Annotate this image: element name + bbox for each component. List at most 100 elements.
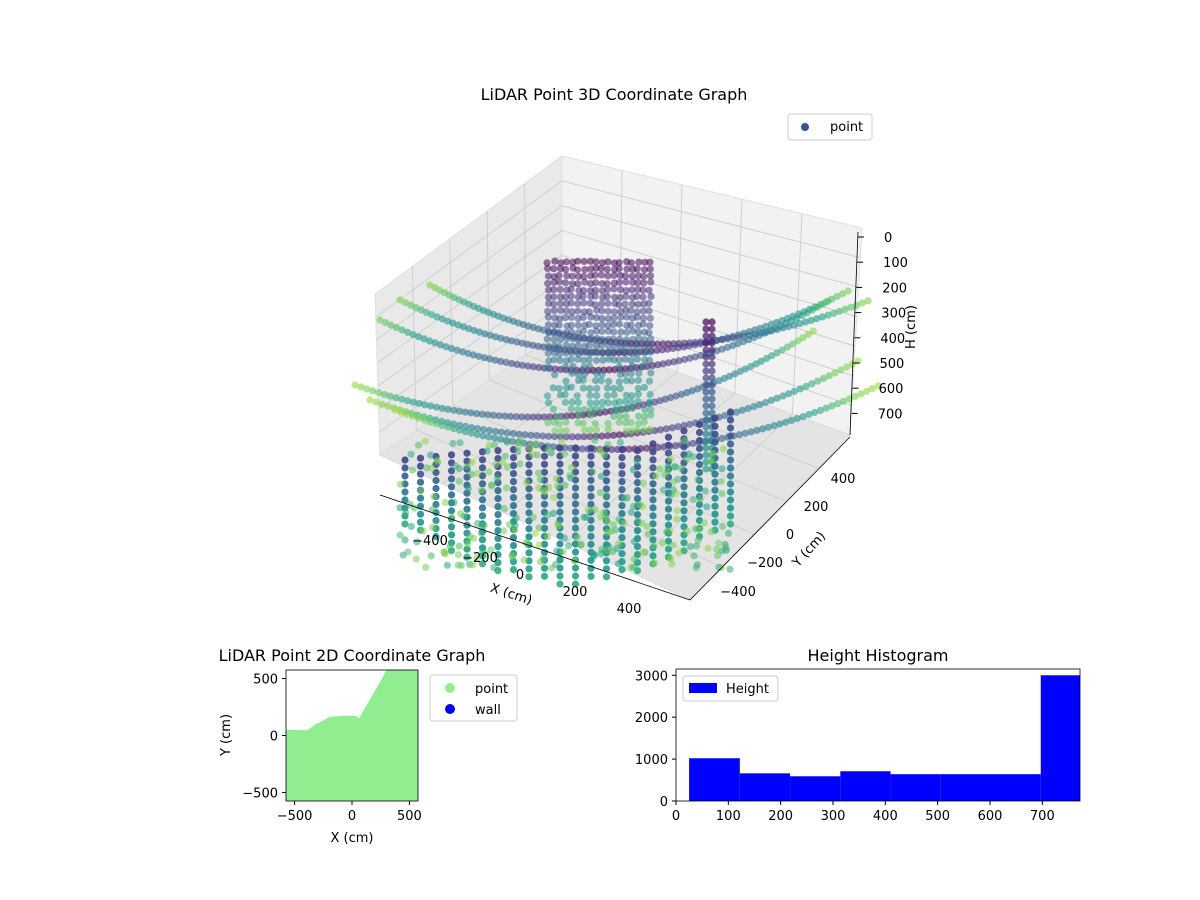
point-3d <box>467 470 475 478</box>
point-3d <box>857 390 865 398</box>
point-3d <box>575 336 583 344</box>
histogram-frame <box>675 668 1081 802</box>
point-3d <box>574 321 582 329</box>
point-3d <box>495 412 503 420</box>
point-3d <box>490 564 498 572</box>
point-3d <box>540 540 549 548</box>
point-3d <box>366 396 374 404</box>
point-3d <box>702 346 710 354</box>
point-3d <box>640 426 648 434</box>
point-3d <box>492 460 500 468</box>
point-3d <box>681 355 689 364</box>
point-3d <box>645 299 653 307</box>
point-3d <box>540 460 549 468</box>
point-3d <box>550 278 558 286</box>
point-3d <box>706 456 715 465</box>
point-3d <box>719 445 727 453</box>
point-3d <box>692 542 701 550</box>
point-3d <box>552 560 560 569</box>
point-3d <box>799 334 807 342</box>
point-3d <box>579 376 587 384</box>
point-3d <box>822 404 830 412</box>
point-3d <box>734 340 742 348</box>
z-tick-label: 100 <box>883 256 908 271</box>
point-3d <box>581 426 589 434</box>
point-3d <box>604 327 613 335</box>
point-3d <box>568 349 576 357</box>
point-3d <box>469 561 477 569</box>
point-3d <box>672 442 680 450</box>
point-3d <box>773 394 781 402</box>
point-3d <box>525 573 533 581</box>
point-3d <box>740 332 748 340</box>
point-3d <box>683 527 691 535</box>
histogram-bar <box>689 758 740 801</box>
point-3d <box>702 353 710 361</box>
point-3d <box>647 278 655 286</box>
point-cloud-3d <box>351 257 882 588</box>
point-3d <box>444 423 452 431</box>
point-3d <box>616 438 624 446</box>
point-3d <box>635 420 643 428</box>
point-3d <box>525 461 533 469</box>
point-3d <box>587 329 595 337</box>
point-3d <box>830 309 838 317</box>
point-3d <box>697 338 705 346</box>
point-3d <box>449 319 457 327</box>
point-3d <box>635 258 643 266</box>
point-3d <box>428 506 436 514</box>
point-3d <box>711 414 719 422</box>
point-3d <box>704 544 712 552</box>
point-3d <box>622 292 630 300</box>
point-3d <box>641 406 649 414</box>
point-3d <box>441 498 449 507</box>
x-tick-label: 200 <box>563 585 588 600</box>
point-3d <box>646 425 654 433</box>
z-axis-line-3d <box>849 231 859 436</box>
point-3d <box>556 460 564 468</box>
point-3d <box>802 382 810 390</box>
point-3d <box>778 316 786 325</box>
point-3d <box>816 406 825 414</box>
legend-3d: point <box>787 113 873 141</box>
point-3d <box>574 280 582 288</box>
point-3d <box>807 316 815 324</box>
point-3d <box>784 314 792 322</box>
point-3d <box>603 265 611 273</box>
point-3d <box>702 416 710 424</box>
point-3d <box>641 412 649 421</box>
point-3d <box>469 351 477 359</box>
point-3d <box>711 518 719 526</box>
point-3d <box>785 323 793 331</box>
title-2d: LiDAR Point 2D Coordinate Graph <box>219 646 486 665</box>
point-3d <box>620 519 628 527</box>
point-3d <box>735 431 744 439</box>
point-3d <box>604 307 612 315</box>
point-3d <box>598 307 606 315</box>
point-3d <box>695 428 704 437</box>
point-3d <box>702 332 710 340</box>
point-3d <box>592 376 600 385</box>
point-3d <box>680 539 688 547</box>
point-3d <box>639 286 647 294</box>
point-3d <box>708 318 716 326</box>
point-3d <box>580 363 588 371</box>
point-3d <box>479 432 487 440</box>
point-3d <box>562 258 571 266</box>
point-3d <box>596 447 604 455</box>
point-3d <box>831 369 839 377</box>
point-3d <box>835 307 844 315</box>
point-3d <box>708 367 716 375</box>
histogram-bar <box>989 774 1041 801</box>
point-3d <box>628 343 636 351</box>
point-3d <box>557 306 565 315</box>
point-3d <box>551 432 559 441</box>
point-3d <box>688 387 696 395</box>
point-3d <box>447 483 456 491</box>
point-3d <box>597 271 606 279</box>
point-3d <box>718 522 727 531</box>
point-3d <box>609 521 618 529</box>
point-3d <box>609 320 618 329</box>
point-3d <box>535 363 543 372</box>
plot-2d: LiDAR Point 2D Coordinate Graph −500 0 500… <box>219 646 518 846</box>
